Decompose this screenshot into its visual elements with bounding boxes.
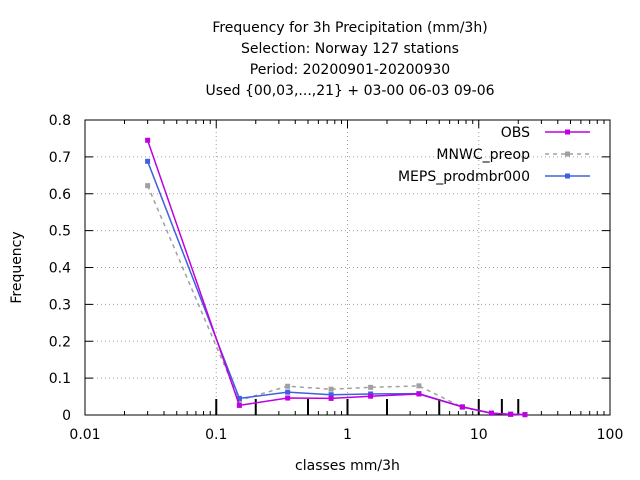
- title-line-1: Frequency for 3h Precipitation (mm/3h): [212, 20, 488, 36]
- data-point-obs: [328, 395, 334, 401]
- y-tick-label: 0.4: [49, 261, 71, 277]
- data-point-obs: [522, 412, 528, 418]
- legend-label: MEPS_prodmbr000: [398, 169, 530, 185]
- data-point-meps_prodmbr000: [285, 389, 291, 395]
- data-point-mnwc_preop: [328, 386, 334, 392]
- legend-label: OBS: [501, 125, 530, 141]
- title-line-3: Period: 20200901-20200930: [249, 62, 451, 78]
- data-point-mnwc_preop: [285, 383, 291, 389]
- data-point-mnwc_preop: [145, 183, 151, 189]
- data-point-obs: [368, 393, 374, 399]
- series-line-obs: [146, 140, 526, 416]
- legend-marker: [565, 151, 570, 157]
- y-tick-label: 0.6: [49, 187, 71, 203]
- data-point-obs: [488, 410, 494, 416]
- data-point-obs: [416, 391, 422, 397]
- data-point-obs: [236, 402, 242, 408]
- x-tick-label: 10: [470, 427, 488, 443]
- x-tick-label: 1: [343, 427, 352, 443]
- y-axis-label: Frequency: [9, 231, 25, 303]
- data-point-obs: [508, 411, 514, 417]
- data-point-mnwc_preop: [368, 384, 374, 390]
- title-line-4: Used {00,03,...,21} + 03-00 06-03 09-06: [205, 83, 495, 99]
- y-tick-label: 0.3: [49, 297, 71, 313]
- y-tick-label: 0.2: [49, 334, 71, 350]
- data-point-meps_prodmbr000: [328, 392, 334, 398]
- y-tick-label: 0: [62, 408, 71, 424]
- y-tick-label: 0.5: [49, 224, 71, 240]
- legend-label: MNWC_preop: [436, 147, 530, 163]
- y-tick-label: 0.8: [49, 113, 71, 129]
- plot-frame: [84, 119, 611, 416]
- x-tick-label: 0.01: [69, 427, 100, 443]
- x-tick-label: 100: [597, 427, 624, 443]
- legend-marker: [565, 173, 570, 179]
- y-tick-label: 0.7: [49, 150, 71, 166]
- data-point-mnwc_preop: [416, 383, 422, 389]
- data-point-obs: [459, 404, 465, 410]
- y-tick-label: 0.1: [49, 371, 71, 387]
- series-line-meps_prodmbr000: [146, 161, 526, 416]
- data-point-obs: [145, 137, 151, 143]
- data-point-obs: [285, 395, 291, 401]
- x-tick-label: 0.1: [205, 427, 227, 443]
- x-axis-label: classes mm/3h: [295, 458, 400, 474]
- title-line-2: Selection: Norway 127 stations: [241, 41, 459, 57]
- series-line-mnwc_preop: [146, 185, 526, 416]
- legend-marker: [565, 129, 570, 135]
- data-point-meps_prodmbr000: [145, 158, 151, 164]
- data-point-meps_prodmbr000: [236, 395, 242, 401]
